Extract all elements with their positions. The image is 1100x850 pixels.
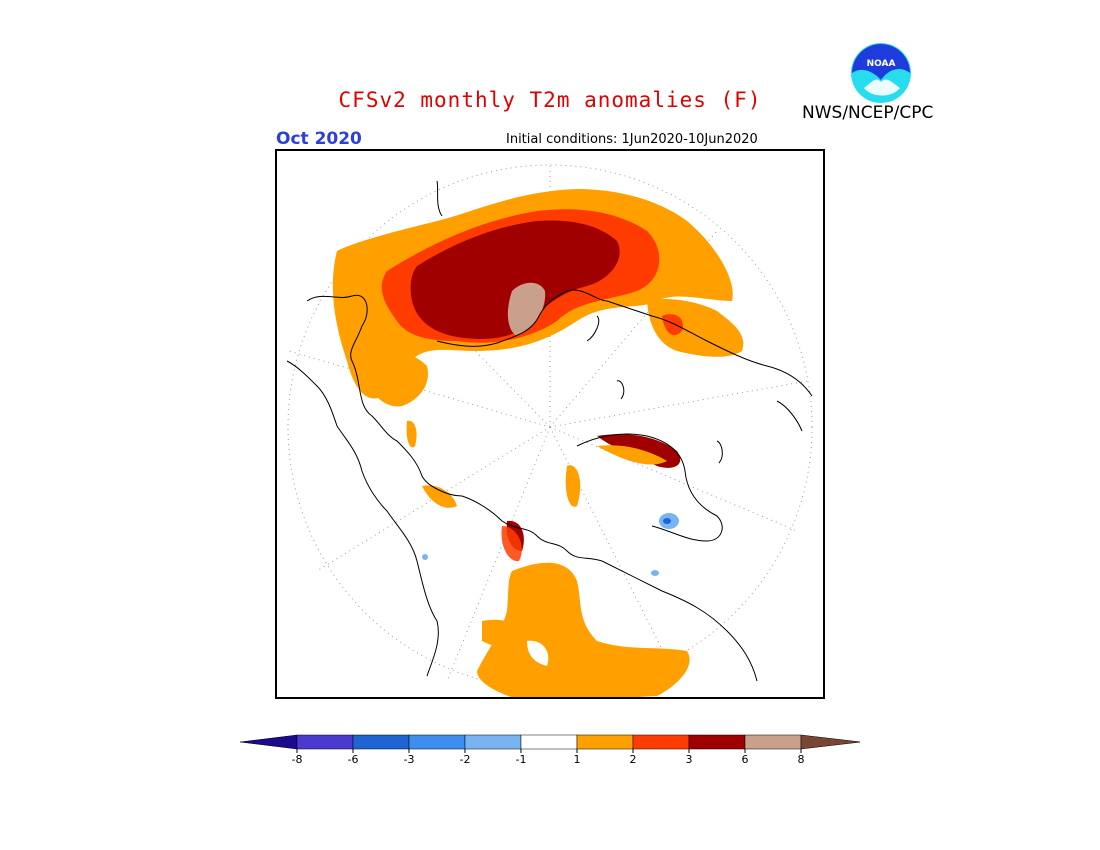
- legend-bin: [408, 734, 466, 750]
- initial-conditions: Initial conditions: 1Jun2020-10Jun2020: [506, 132, 758, 147]
- legend-tick-label: -6: [348, 753, 359, 766]
- map-title: CFSv2 monthly T2m anomalies (F): [338, 88, 762, 112]
- legend-tick-label: 3: [686, 753, 693, 766]
- legend-tick-label: -8: [292, 753, 303, 766]
- legend-tick-label: -1: [516, 753, 527, 766]
- anomaly-shading-europe: [367, 349, 457, 508]
- anomaly-shading-north-america: [477, 562, 690, 697]
- legend-bin: [464, 734, 522, 750]
- polar-map: [275, 149, 825, 699]
- legend-bin: [576, 734, 634, 750]
- legend-tick-label: 2: [630, 753, 637, 766]
- anomaly-shading-canada: [501, 520, 524, 562]
- anomaly-shading-greenland: [565, 434, 681, 507]
- legend-bin-low-extreme: [239, 734, 298, 750]
- legend-tick-label: -2: [460, 753, 471, 766]
- agency-label: NWS/NCEP/CPC: [802, 103, 934, 123]
- legend-bin-high-extreme: [800, 734, 862, 750]
- legend-bin: [352, 734, 410, 750]
- colorbar-legend: -8 -6 -3 -2 -1 1 2 3 6 8: [239, 730, 862, 770]
- anomaly-shading-east: [647, 299, 744, 357]
- anomaly-shading-siberia: [332, 189, 733, 399]
- noaa-logo: NOAA: [850, 42, 912, 104]
- valid-month: Oct 2020: [276, 129, 362, 149]
- anomaly-shading-cold: [422, 513, 679, 576]
- latitude-circle: [287, 164, 813, 690]
- legend-bin: [744, 734, 802, 750]
- legend-bin: [520, 734, 578, 750]
- legend-tick-label: 1: [574, 753, 581, 766]
- coastlines: [286, 180, 813, 682]
- legend-tick-label: -3: [404, 753, 415, 766]
- logo-text: NOAA: [867, 59, 896, 69]
- legend-bin: [632, 734, 690, 750]
- legend-bin: [688, 734, 746, 750]
- legend-tick-label: 8: [798, 753, 805, 766]
- legend-bin: [296, 734, 354, 750]
- legend-tick-label: 6: [742, 753, 749, 766]
